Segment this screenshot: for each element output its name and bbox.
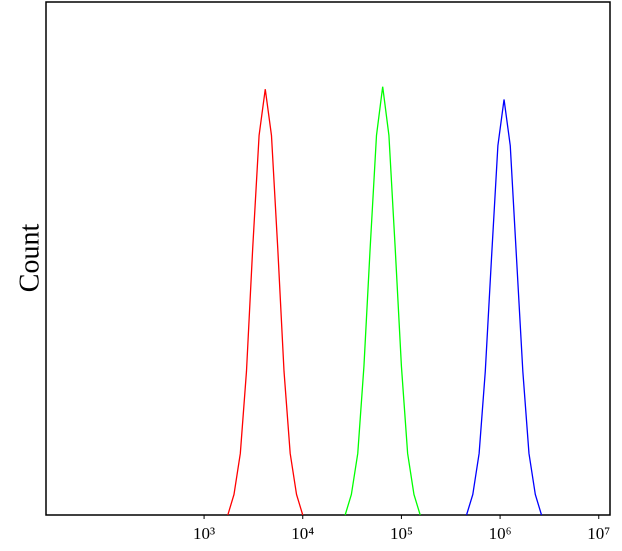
plot-frame (45, 1, 611, 516)
x-tick-label: 10⁷ (587, 524, 610, 543)
x-tick-label: 10⁴ (291, 524, 314, 543)
histogram-line (227, 89, 304, 516)
y-axis-label: Count (14, 224, 45, 293)
x-tick-label: 10⁶ (489, 524, 512, 543)
histogram-line (344, 86, 421, 516)
histogram-line (465, 99, 543, 516)
x-tick-label: 10³ (193, 524, 215, 543)
x-tick-label: 10⁵ (390, 524, 413, 543)
